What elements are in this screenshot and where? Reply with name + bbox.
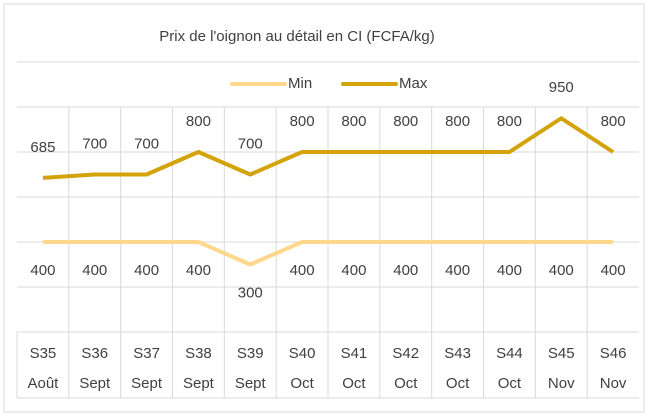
x-tick-label: S38	[185, 345, 212, 362]
x-tick-month: Oct	[342, 375, 366, 392]
x-tick-month: Sept	[79, 375, 111, 392]
x-tick-label: S46	[600, 345, 627, 362]
x-tick-label: S35	[30, 345, 57, 362]
legend-label: Max	[399, 75, 428, 92]
x-tick-month: Sept	[235, 375, 267, 392]
data-label: 700	[82, 135, 107, 152]
x-tick-month: Oct	[498, 375, 522, 392]
x-tick-label: S44	[496, 345, 523, 362]
series-line	[42, 240, 614, 267]
data-label: 800	[393, 113, 418, 130]
x-tick-label: S36	[81, 345, 108, 362]
data-label: 400	[30, 262, 55, 279]
x-tick-label: S40	[289, 345, 316, 362]
x-tick-label: S42	[392, 345, 419, 362]
x-tick-label: S41	[341, 345, 368, 362]
data-label: 400	[134, 262, 159, 279]
x-tick-label: S43	[444, 345, 471, 362]
data-label: 800	[341, 113, 366, 130]
x-tick-month: Août	[27, 375, 59, 392]
x-tick-month: Oct	[446, 375, 470, 392]
data-label: 950	[549, 79, 574, 96]
x-tick-label: S39	[237, 345, 264, 362]
x-tick-month: Oct	[290, 375, 314, 392]
data-label: 800	[601, 113, 626, 130]
data-label: 300	[238, 284, 263, 301]
x-tick-month: Nov	[600, 375, 627, 392]
data-label: 400	[497, 262, 522, 279]
data-label: 400	[601, 262, 626, 279]
data-label: 400	[290, 262, 315, 279]
x-tick-label: S37	[133, 345, 160, 362]
x-tick-month: Nov	[548, 375, 575, 392]
data-label: 800	[186, 113, 211, 130]
x-tick-label: S45	[548, 345, 575, 362]
x-tick-month: Sept	[183, 375, 215, 392]
data-label: 400	[549, 262, 574, 279]
chart-title: Prix de l'oignon au détail en CI (FCFA/k…	[159, 28, 435, 45]
legend-label: Min	[288, 75, 312, 92]
data-label: 800	[445, 113, 470, 130]
data-label: 685	[30, 139, 55, 156]
data-label: 700	[238, 135, 263, 152]
data-label: 800	[290, 113, 315, 130]
data-label: 400	[186, 262, 211, 279]
x-tick-month: Oct	[394, 375, 418, 392]
data-label: 400	[393, 262, 418, 279]
data-label: 400	[341, 262, 366, 279]
data-label: 400	[445, 262, 470, 279]
x-tick-month: Sept	[131, 375, 163, 392]
data-label: 700	[134, 135, 159, 152]
chart-border	[3, 3, 645, 413]
data-label: 400	[82, 262, 107, 279]
series-line	[42, 116, 615, 180]
data-label: 800	[497, 113, 522, 130]
